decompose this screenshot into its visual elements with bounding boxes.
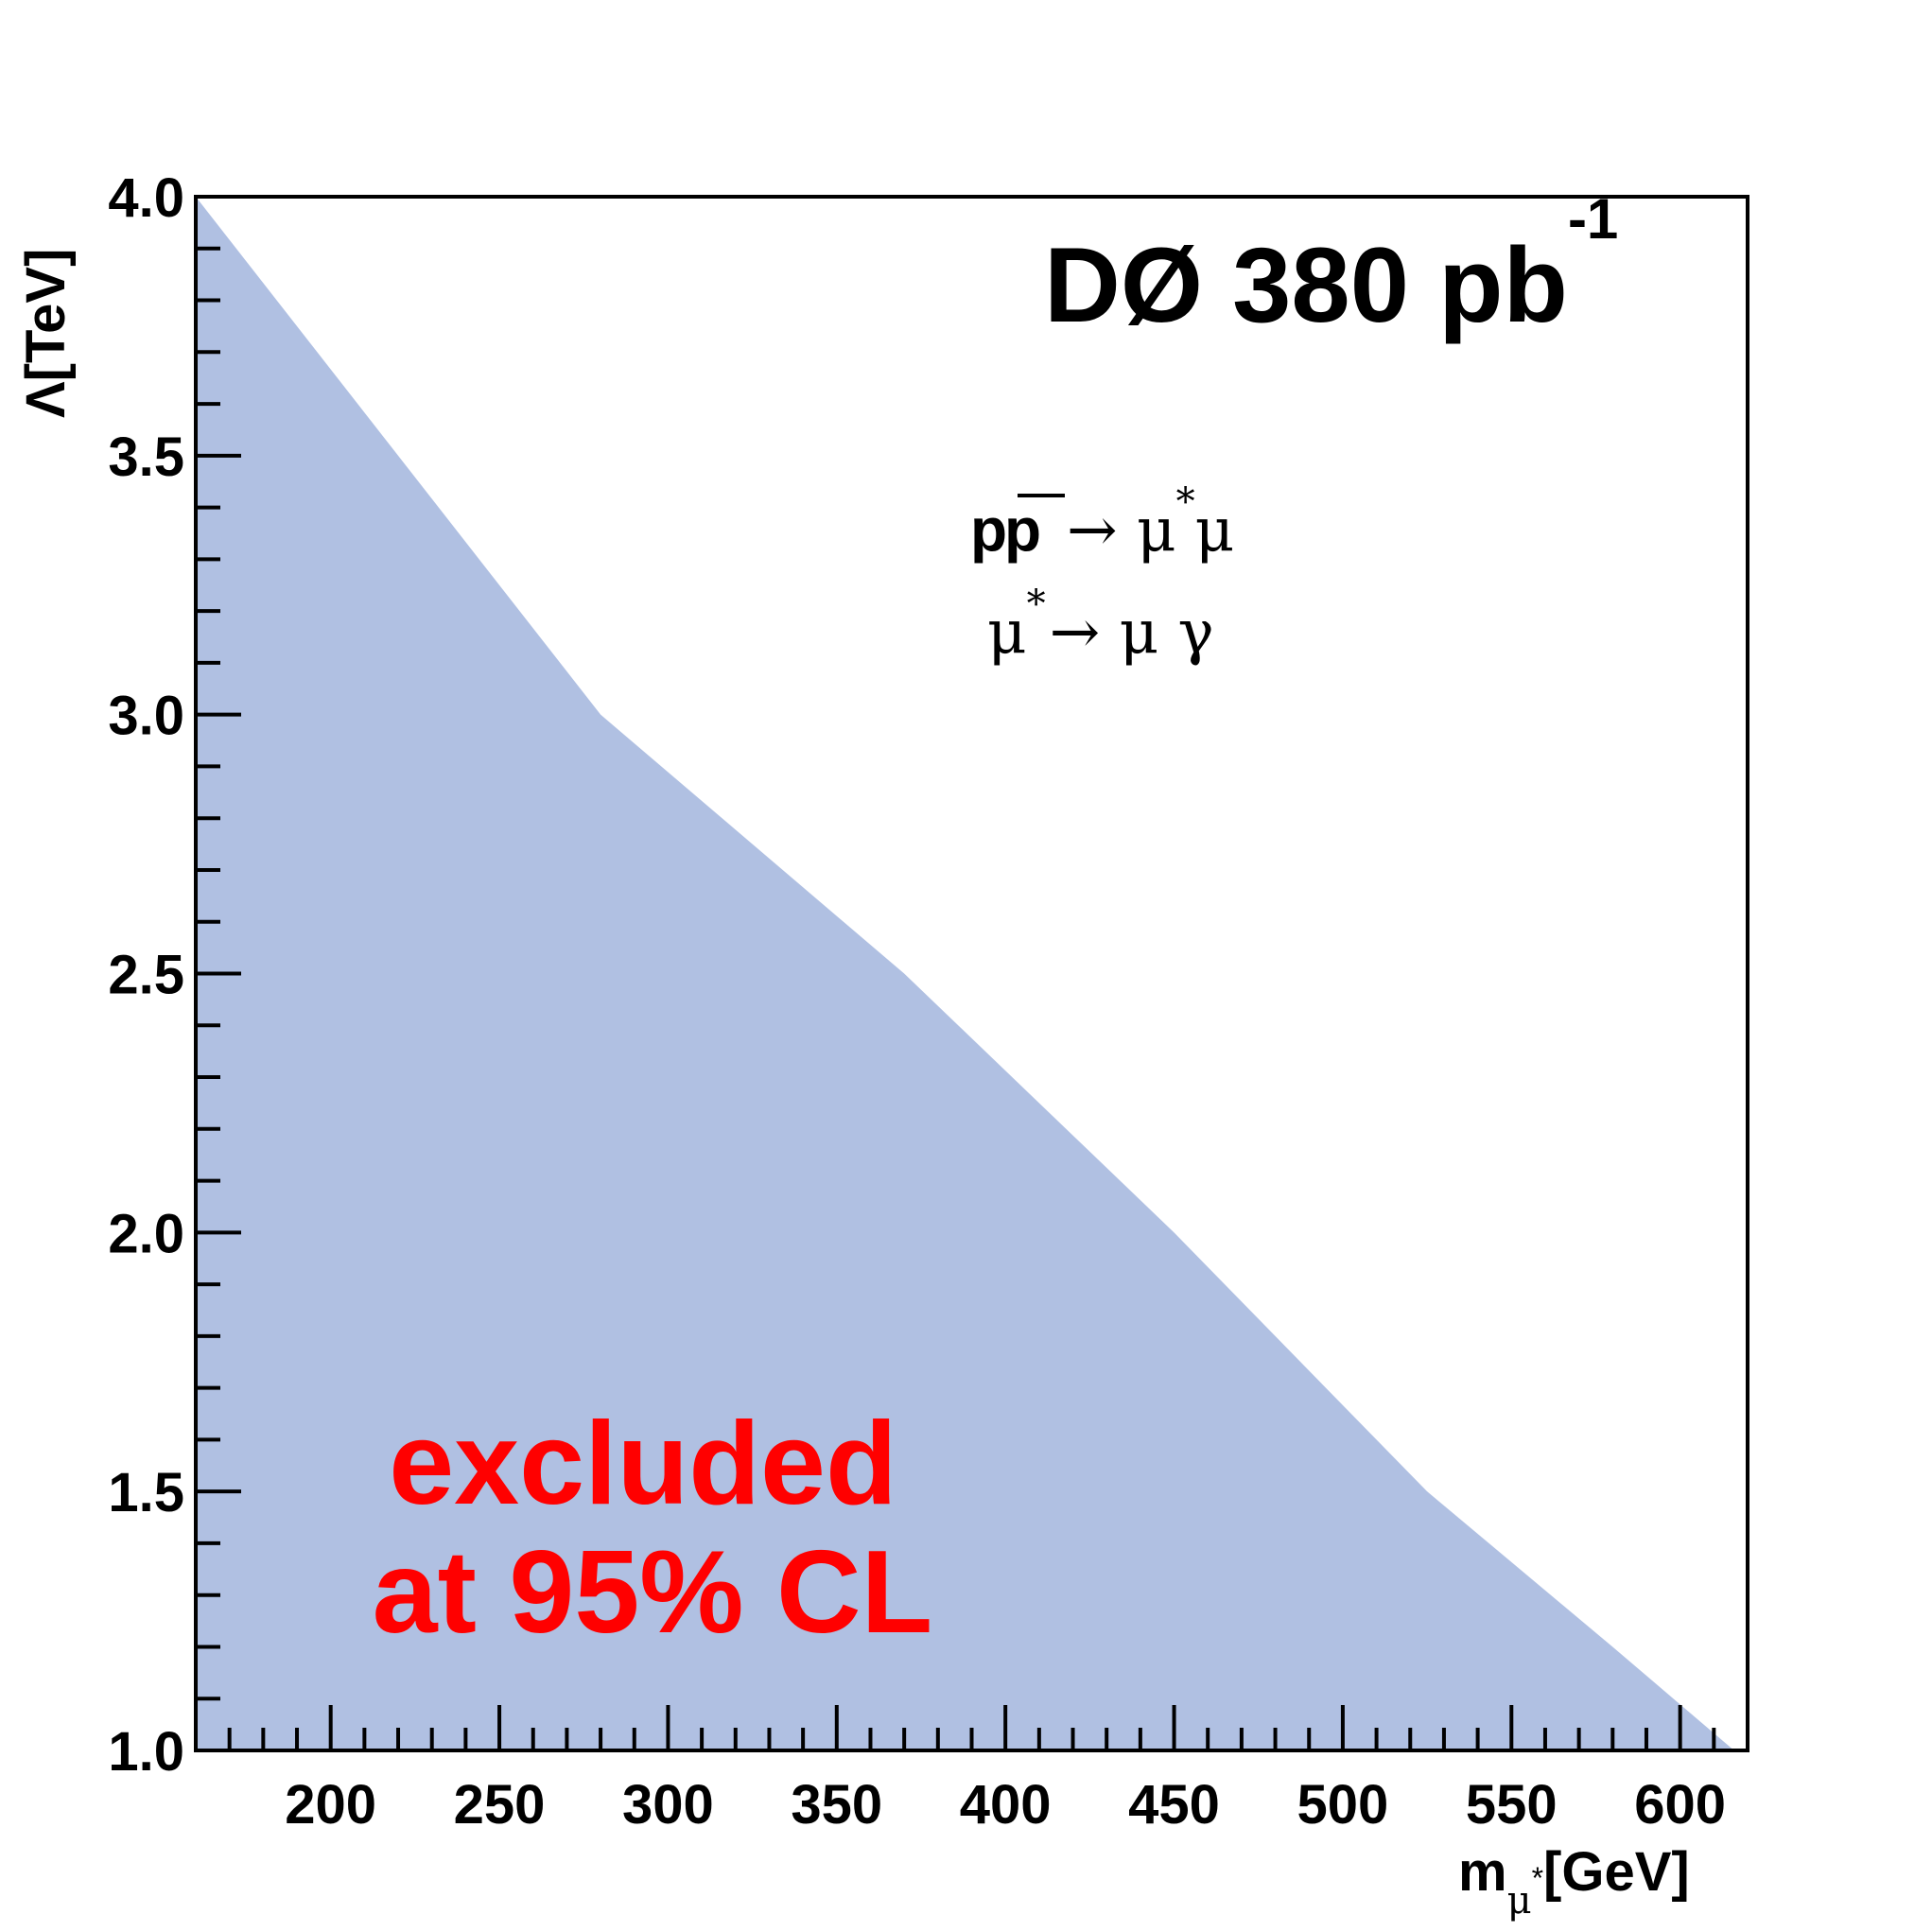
svg-text:p: p [1004, 496, 1041, 564]
x-tick-label: 550 [1466, 1774, 1558, 1836]
x-tick-label: 400 [960, 1774, 1052, 1836]
y-tick-label: 3.5 [108, 426, 184, 488]
excluded-label-line2: at 95% CL [373, 1527, 933, 1658]
svg-text:mμ*[GeV]: mμ*[GeV] [1458, 1841, 1690, 1923]
y-tick-label: 2.0 [108, 1203, 184, 1264]
y-tick-label: 2.5 [108, 945, 184, 1006]
x-tick-label: 350 [791, 1774, 882, 1836]
y-tick-label: 1.0 [108, 1721, 184, 1783]
process-production: p p → μ*μ [970, 480, 1234, 566]
x-axis-title-sup: * [1532, 1861, 1543, 1895]
x-tick-label: 450 [1128, 1774, 1220, 1836]
experiment-label-sup: -1 [1568, 187, 1618, 251]
x-tick-label: 600 [1634, 1774, 1726, 1836]
y-tick-label: 4.0 [108, 167, 184, 229]
excluded-region-0 [196, 197, 1734, 1750]
svg-text:→ μ*μ: → μ*μ [1067, 480, 1234, 566]
x-axis-title: mμ*[GeV] [1458, 1841, 1690, 1923]
process-decay: μ*→ μ γ [987, 583, 1214, 668]
x-tick-label: 500 [1297, 1774, 1389, 1836]
y-axis-title: Λ[TeV] [15, 249, 77, 418]
axis-ticks: 200 250 300 350 400 450 500 550 600 1.0 1.5 2.0 2.5 3… [108, 167, 1749, 1836]
x-tick-label: 250 [454, 1774, 546, 1836]
y-tick-label: 1.5 [108, 1462, 184, 1523]
x-tick-label: 200 [285, 1774, 376, 1836]
x-axis-title-unit: [GeV] [1543, 1841, 1690, 1903]
experiment-label: DØ 380 pb-1 [1044, 187, 1618, 344]
x-axis-title-main: m [1458, 1841, 1507, 1903]
plot-area [196, 197, 1734, 1750]
x-axis-title-sub: μ [1507, 1879, 1532, 1923]
svg-text:μ*→ μ γ: μ*→ μ γ [987, 583, 1214, 668]
y-tick-label: 3.0 [108, 686, 184, 747]
excluded-label-line1: excluded [389, 1399, 897, 1529]
x-tick-label: 300 [622, 1774, 714, 1836]
svg-text:p: p [970, 496, 1007, 564]
